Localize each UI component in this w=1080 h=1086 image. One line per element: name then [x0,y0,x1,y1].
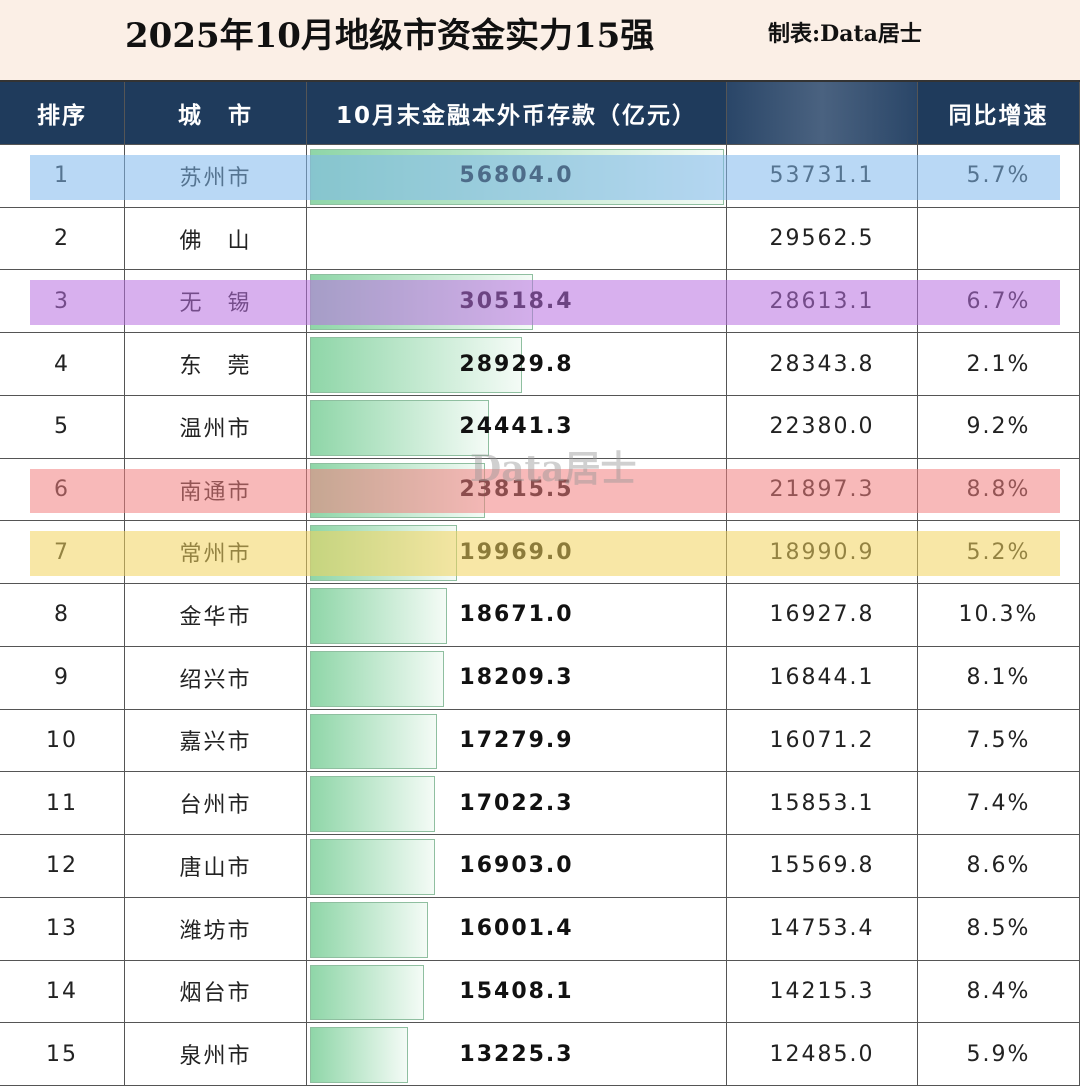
column-header: 城 市 [125,82,307,145]
table-cell: 潍坊市 [125,897,307,961]
table-cell: 15853.1 [727,772,918,836]
title: 2025年10月地级市资金实力15强 [125,16,655,56]
table-cell: 17022.3 [307,772,727,836]
table-cell: 7.5% [918,709,1080,773]
table-cell: 16927.8 [727,584,918,647]
table-cell: 24441.3 [307,395,727,459]
table-cell: 16001.4 [307,897,727,961]
table-cell: 8.6% [918,835,1080,898]
table-cell: 9 [0,646,125,710]
credit: 制表:Data居士 [768,21,922,47]
table-cell: 温州市 [125,395,307,459]
table-cell: 15569.8 [727,835,918,898]
table-cell: 8.4% [918,960,1080,1024]
column-header [727,82,918,145]
table-cell: 28929.8 [307,333,727,396]
title-bar: 2025年10月地级市资金实力15强 制表:Data居士 [0,0,1080,82]
table-cell: 佛 山 [125,207,307,271]
data-bar [310,1027,408,1083]
table-cell: 东 莞 [125,333,307,396]
watermark: Data居士 [470,448,637,490]
table-cell: 7.4% [918,772,1080,836]
data-bar [310,588,448,644]
table-cell: 17279.9 [307,709,727,773]
table-cell: 烟台市 [125,960,307,1024]
table-cell: 16903.0 [307,835,727,898]
data-bar [310,399,490,456]
table-cell: 12 [0,835,125,898]
table-cell: 4 [0,333,125,396]
table-cell: 18209.3 [307,646,727,710]
table-cell: 16071.2 [727,709,918,773]
row-highlight [30,155,1060,200]
table-cell: 15 [0,1023,125,1086]
table-cell: 金华市 [125,584,307,647]
table-cell [307,207,727,271]
table-cell: 8.1% [918,646,1080,710]
row-highlight [30,280,1060,326]
table-cell: 28343.8 [727,333,918,396]
table-cell: 16844.1 [727,646,918,710]
table-cell: 13225.3 [307,1023,727,1086]
data-bar [310,776,436,833]
table-cell: 8 [0,584,125,647]
table-cell: 5 [0,395,125,459]
data-bar [310,337,522,393]
table-cell: 11 [0,772,125,836]
table-cell: 2 [0,207,125,271]
table-cell: 14753.4 [727,897,918,961]
table-cell: 绍兴市 [125,646,307,710]
column-header: 10月末金融本外币存款（亿元） [307,82,727,145]
table-cell: 10.3% [918,584,1080,647]
row-highlight [30,531,1060,577]
column-header: 排序 [0,82,125,145]
table-cell: 14215.3 [727,960,918,1024]
table-cell: 12485.0 [727,1023,918,1086]
table-cell: 嘉兴市 [125,709,307,773]
data-bar [310,839,435,895]
table-cell: 15408.1 [307,960,727,1024]
table-cell: 2.1% [918,333,1080,396]
table-cell: 9.2% [918,395,1080,459]
table-cell: 唐山市 [125,835,307,898]
table-cell: 22380.0 [727,395,918,459]
table-cell: 8.5% [918,897,1080,961]
data-bar [310,713,438,770]
data-bar [310,650,445,707]
column-header: 同比增速 [918,82,1080,145]
table-cell: 10 [0,709,125,773]
data-bar [310,964,424,1021]
table-cell: 18671.0 [307,584,727,647]
table-cell: 泉州市 [125,1023,307,1086]
data-bar [310,901,429,958]
table-cell: 14 [0,960,125,1024]
row-highlight [30,468,1060,514]
table-cell: 台州市 [125,772,307,836]
table-cell: 29562.5 [727,207,918,271]
table-cell [918,207,1080,271]
table-cell: 5.9% [918,1023,1080,1086]
table-cell: 13 [0,897,125,961]
